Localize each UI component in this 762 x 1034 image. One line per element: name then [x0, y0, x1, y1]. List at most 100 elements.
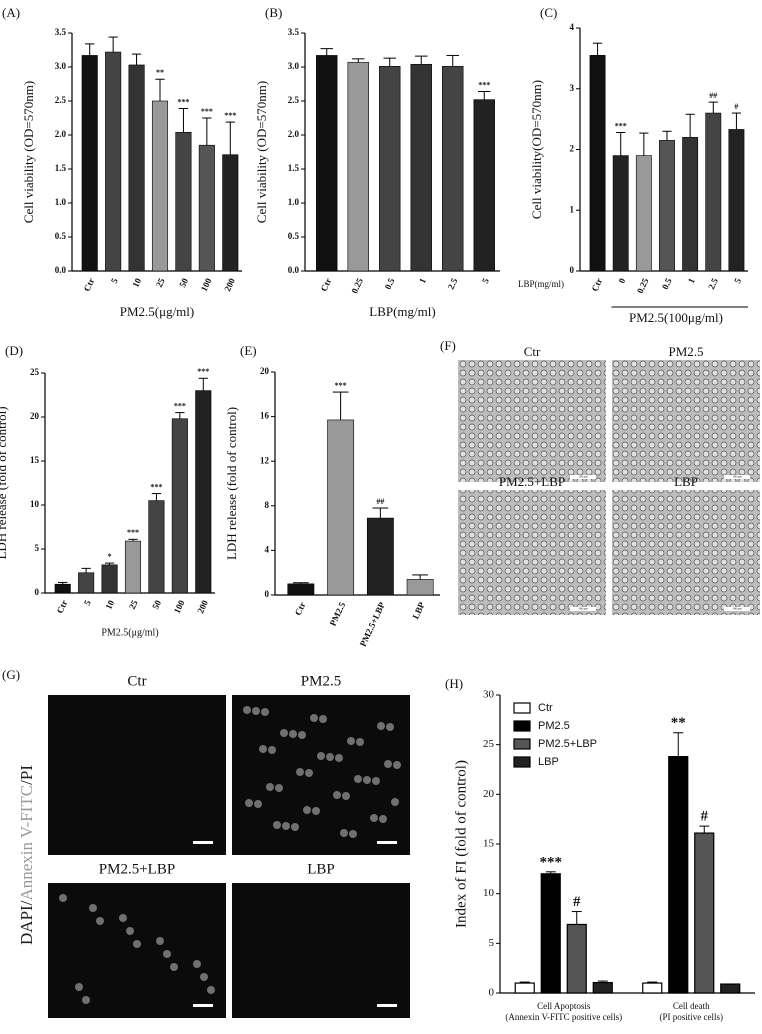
cell: [268, 746, 276, 754]
cell: [305, 769, 313, 777]
stain-part: Annexin V-FITC: [17, 785, 36, 901]
micrograph: [612, 360, 760, 482]
scale-bar: [193, 841, 213, 844]
micrograph: [458, 490, 606, 615]
y-tick-label: 3: [570, 83, 575, 93]
cell: [347, 737, 355, 745]
legend-swatch: [513, 702, 531, 714]
panel-title: (F): [440, 338, 456, 353]
y-tick-label: 10: [30, 499, 40, 509]
cell: [200, 973, 208, 981]
bar: [195, 390, 212, 594]
x-tick-label: 50: [150, 598, 163, 611]
cell: [310, 714, 318, 722]
bar: [54, 583, 71, 594]
bar: [347, 61, 369, 272]
y-tick-label: 25: [30, 367, 40, 377]
y-tick-label: 20: [260, 366, 270, 376]
panel-title: (E): [240, 343, 257, 358]
y-tick-label: 0.0: [55, 265, 67, 275]
cell: [59, 894, 67, 902]
cell: [261, 708, 269, 716]
bar: [175, 131, 192, 272]
x-tick-label: 10: [103, 598, 116, 611]
cell: [245, 799, 253, 807]
y-tick-label: 0: [570, 265, 575, 275]
significance-label: ***: [540, 854, 563, 870]
bar: [473, 99, 495, 272]
image-label: PM2.5+LBP: [99, 861, 175, 877]
cell: [170, 963, 178, 971]
bar: [316, 55, 338, 272]
bar: [198, 144, 215, 272]
bar: [728, 129, 745, 272]
y-tick-label: 1.0: [55, 197, 67, 207]
x-tick-label: 0: [616, 276, 627, 285]
image-label: Ctr: [127, 673, 146, 689]
bar: [128, 64, 145, 272]
image-label: PM2.5: [668, 344, 703, 359]
micrograph: [48, 695, 226, 855]
x-axis-label: LBP(mg/ml): [369, 304, 435, 319]
y-tick-label: 5: [489, 937, 495, 949]
bar: [705, 112, 722, 272]
bar: [327, 419, 355, 596]
y-tick-label: 4: [265, 544, 270, 554]
cell: [82, 996, 90, 1004]
bar: [566, 923, 587, 994]
cell: [379, 815, 387, 823]
x-tick-note: (Annexin V-FITC positive cells): [505, 1012, 622, 1022]
micrograph: [48, 883, 226, 1018]
bar: [81, 55, 98, 272]
bar: [124, 540, 142, 594]
significance-label: #: [734, 102, 738, 111]
scale-bar: [377, 841, 397, 844]
x-tick-label: 25: [154, 276, 167, 289]
cell: [384, 760, 392, 768]
x-tick-label: 5: [82, 598, 93, 607]
x-tick-label: 0.25: [349, 276, 365, 295]
cell: [156, 937, 164, 945]
cell: [280, 729, 288, 737]
image-label: PM2.5: [301, 673, 341, 689]
micrograph: [612, 490, 760, 615]
cell: [326, 753, 334, 761]
bar: [668, 755, 689, 994]
scale-bar: [724, 475, 750, 479]
scale-bar: [570, 475, 596, 479]
y-tick-label: 3.0: [55, 61, 67, 71]
x-tick-label: PM2.5: [328, 600, 348, 628]
x-tick-label: 0.5: [660, 276, 674, 291]
bar: [720, 983, 741, 994]
y-tick-label: 25: [483, 738, 495, 750]
x-tick-label: Ctr: [82, 276, 97, 292]
cell: [207, 986, 215, 994]
cell: [298, 731, 306, 739]
bar: [442, 66, 464, 272]
x-tick-label: Ctr: [293, 600, 308, 616]
y-tick-label: 4: [570, 22, 575, 32]
scale-bar: [193, 1004, 213, 1007]
cell: [252, 707, 260, 715]
significance-label: ***: [150, 482, 162, 491]
x-tick-label: 1: [686, 276, 697, 285]
cell: [75, 983, 83, 991]
cell: [282, 822, 290, 830]
bar: [514, 982, 535, 994]
cell: [296, 768, 304, 776]
x-tick-label: 50: [177, 276, 190, 289]
y-axis-label: LDH release (fold of control): [224, 407, 239, 560]
cell: [370, 814, 378, 822]
y-tick-label: 20: [483, 788, 495, 800]
cell: [335, 754, 343, 762]
cell: [356, 738, 364, 746]
cell: [340, 829, 348, 837]
y-axis-label: Index of FI (fold of control): [453, 760, 469, 928]
scale-bar: [377, 1004, 397, 1007]
significance-label: ***: [197, 367, 209, 376]
x-tick-label: Cell death: [673, 1001, 710, 1011]
bar: [171, 418, 188, 594]
legend-label: PM2.5: [538, 720, 570, 732]
cell: [193, 960, 201, 968]
cell: [163, 950, 171, 958]
